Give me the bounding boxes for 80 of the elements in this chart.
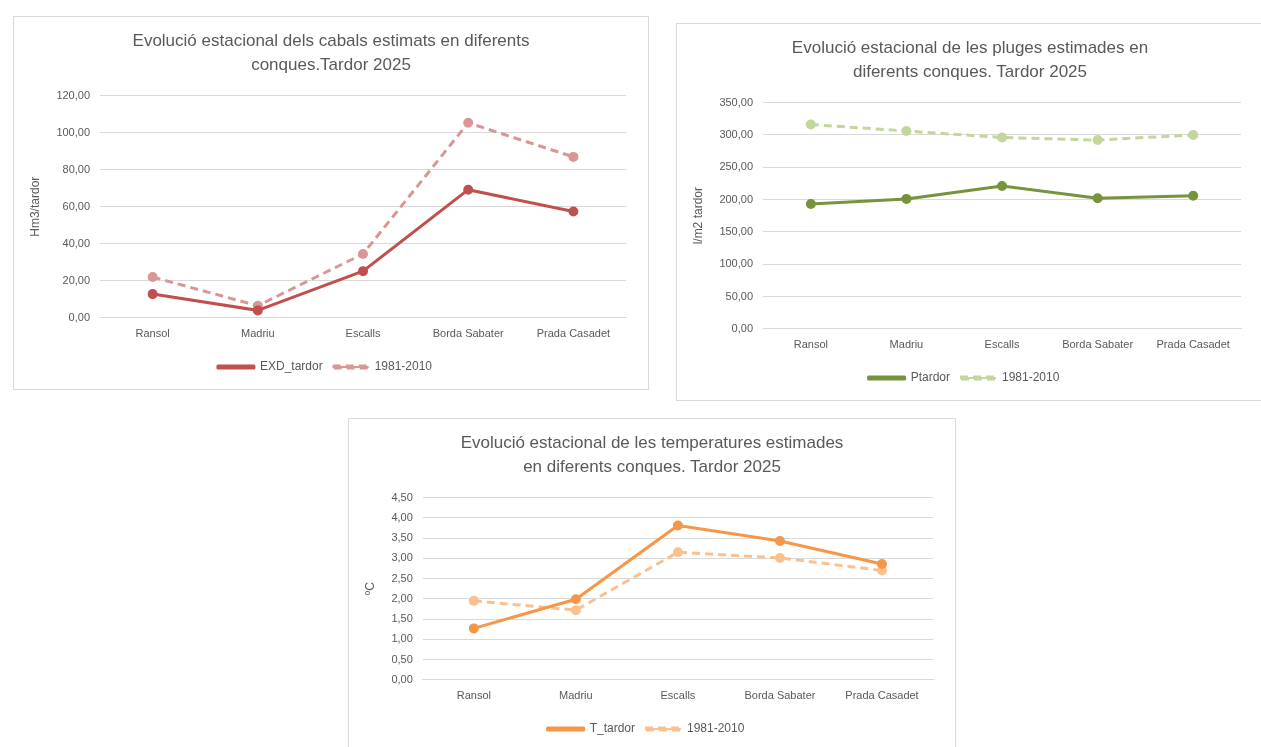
y-tick-label: 4,00: [391, 510, 413, 523]
point: [147, 272, 158, 283]
point: [568, 151, 579, 162]
y-tick-label: 200,00: [719, 192, 754, 205]
legend-label: 1981-2010: [1001, 370, 1060, 385]
point: [358, 248, 369, 259]
point: [997, 180, 1008, 191]
point: [1188, 129, 1199, 140]
x-tick-label: Borda Sabater: [1062, 338, 1134, 351]
x-tick-label: Madriu: [241, 327, 275, 340]
x-tick-label: Prada Casadet: [536, 327, 611, 340]
y-tick-label: 3,00: [391, 551, 413, 564]
point: [805, 119, 816, 130]
y-axis-title: Hm3/tardor: [27, 176, 42, 237]
point: [805, 199, 816, 210]
y-axis-title: ºC: [362, 581, 377, 596]
y-tick-label: 1,00: [391, 632, 413, 645]
chart-title: Evolució estacional de les pluges estimades en diferents conques. Tardor 2025: [790, 37, 1150, 83]
y-tick-label: 100,00: [719, 257, 754, 270]
legend-label: 1981-2010: [374, 359, 433, 374]
y-tick-label: 120,00: [56, 88, 91, 101]
y-tick-label: 100,00: [56, 125, 91, 138]
y-tick-label: 250,00: [719, 160, 754, 173]
point: [570, 605, 581, 616]
point: [468, 595, 479, 606]
y-tick-label: 2,50: [391, 571, 413, 584]
legend-label: Ptardor: [910, 370, 950, 385]
legend-label: 1981-2010: [686, 721, 745, 736]
x-tick-label: Escalls: [984, 338, 1020, 351]
y-tick-label: 350,00: [719, 95, 754, 108]
legend-label: EXD_tardor: [259, 359, 323, 374]
point: [1092, 193, 1103, 204]
point: [252, 305, 263, 316]
x-tick-label: Madriu: [559, 689, 593, 702]
point: [570, 594, 581, 605]
x-tick-label: Borda Sabater: [744, 689, 816, 702]
y-tick-label: 0,00: [731, 321, 754, 334]
x-tick-label: Ransol: [456, 689, 491, 702]
x-tick-label: Escalls: [660, 689, 696, 702]
y-tick-label: 1,50: [391, 612, 413, 625]
y-tick-label: 50,00: [725, 289, 754, 302]
point: [568, 206, 579, 217]
y-tick-label: 300,00: [719, 127, 754, 140]
x-tick-label: Borda Sabater: [432, 327, 505, 340]
point: [1092, 135, 1103, 146]
x-tick-label: Ransol: [793, 338, 828, 351]
x-tick-label: Prada Casadet: [845, 689, 919, 702]
point: [876, 559, 887, 569]
chart-title: Evolució estacional dels cabals estimats en diferents conques.Tardor 2025: [131, 30, 531, 76]
y-tick-label: 150,00: [719, 224, 754, 237]
point: [468, 623, 479, 634]
y-tick-label: 0,00: [68, 310, 91, 323]
point: [997, 132, 1008, 143]
point: [901, 193, 912, 204]
y-tick-label: 60,00: [62, 199, 91, 212]
chart-title: Evolució estacional de les temperatures estimades en diferents conques. Tardor 2025: [459, 432, 845, 478]
y-tick-label: 3,50: [391, 531, 413, 544]
point: [463, 117, 474, 128]
point: [463, 184, 474, 195]
point: [1188, 190, 1199, 201]
point: [774, 535, 785, 546]
y-tick-label: 0,00: [391, 672, 413, 685]
x-tick-label: Ransol: [135, 327, 170, 340]
y-tick-label: 2,00: [391, 591, 413, 604]
y-tick-label: 0,50: [391, 652, 413, 665]
point: [672, 547, 683, 558]
x-tick-label: Madriu: [889, 338, 924, 351]
legend-label: T_tardor: [589, 721, 635, 736]
x-tick-label: Prada Casadet: [1156, 338, 1230, 351]
point: [901, 126, 912, 137]
point: [147, 289, 158, 300]
y-tick-label: 4,50: [391, 490, 413, 503]
x-tick-label: Escalls: [345, 327, 381, 340]
y-tick-label: 20,00: [62, 273, 91, 286]
point: [358, 266, 369, 277]
point: [774, 552, 785, 563]
y-axis-title: l/m2 tardor: [690, 187, 705, 245]
y-tick-label: 80,00: [62, 162, 91, 175]
point: [672, 520, 683, 531]
y-tick-label: 40,00: [62, 236, 91, 249]
